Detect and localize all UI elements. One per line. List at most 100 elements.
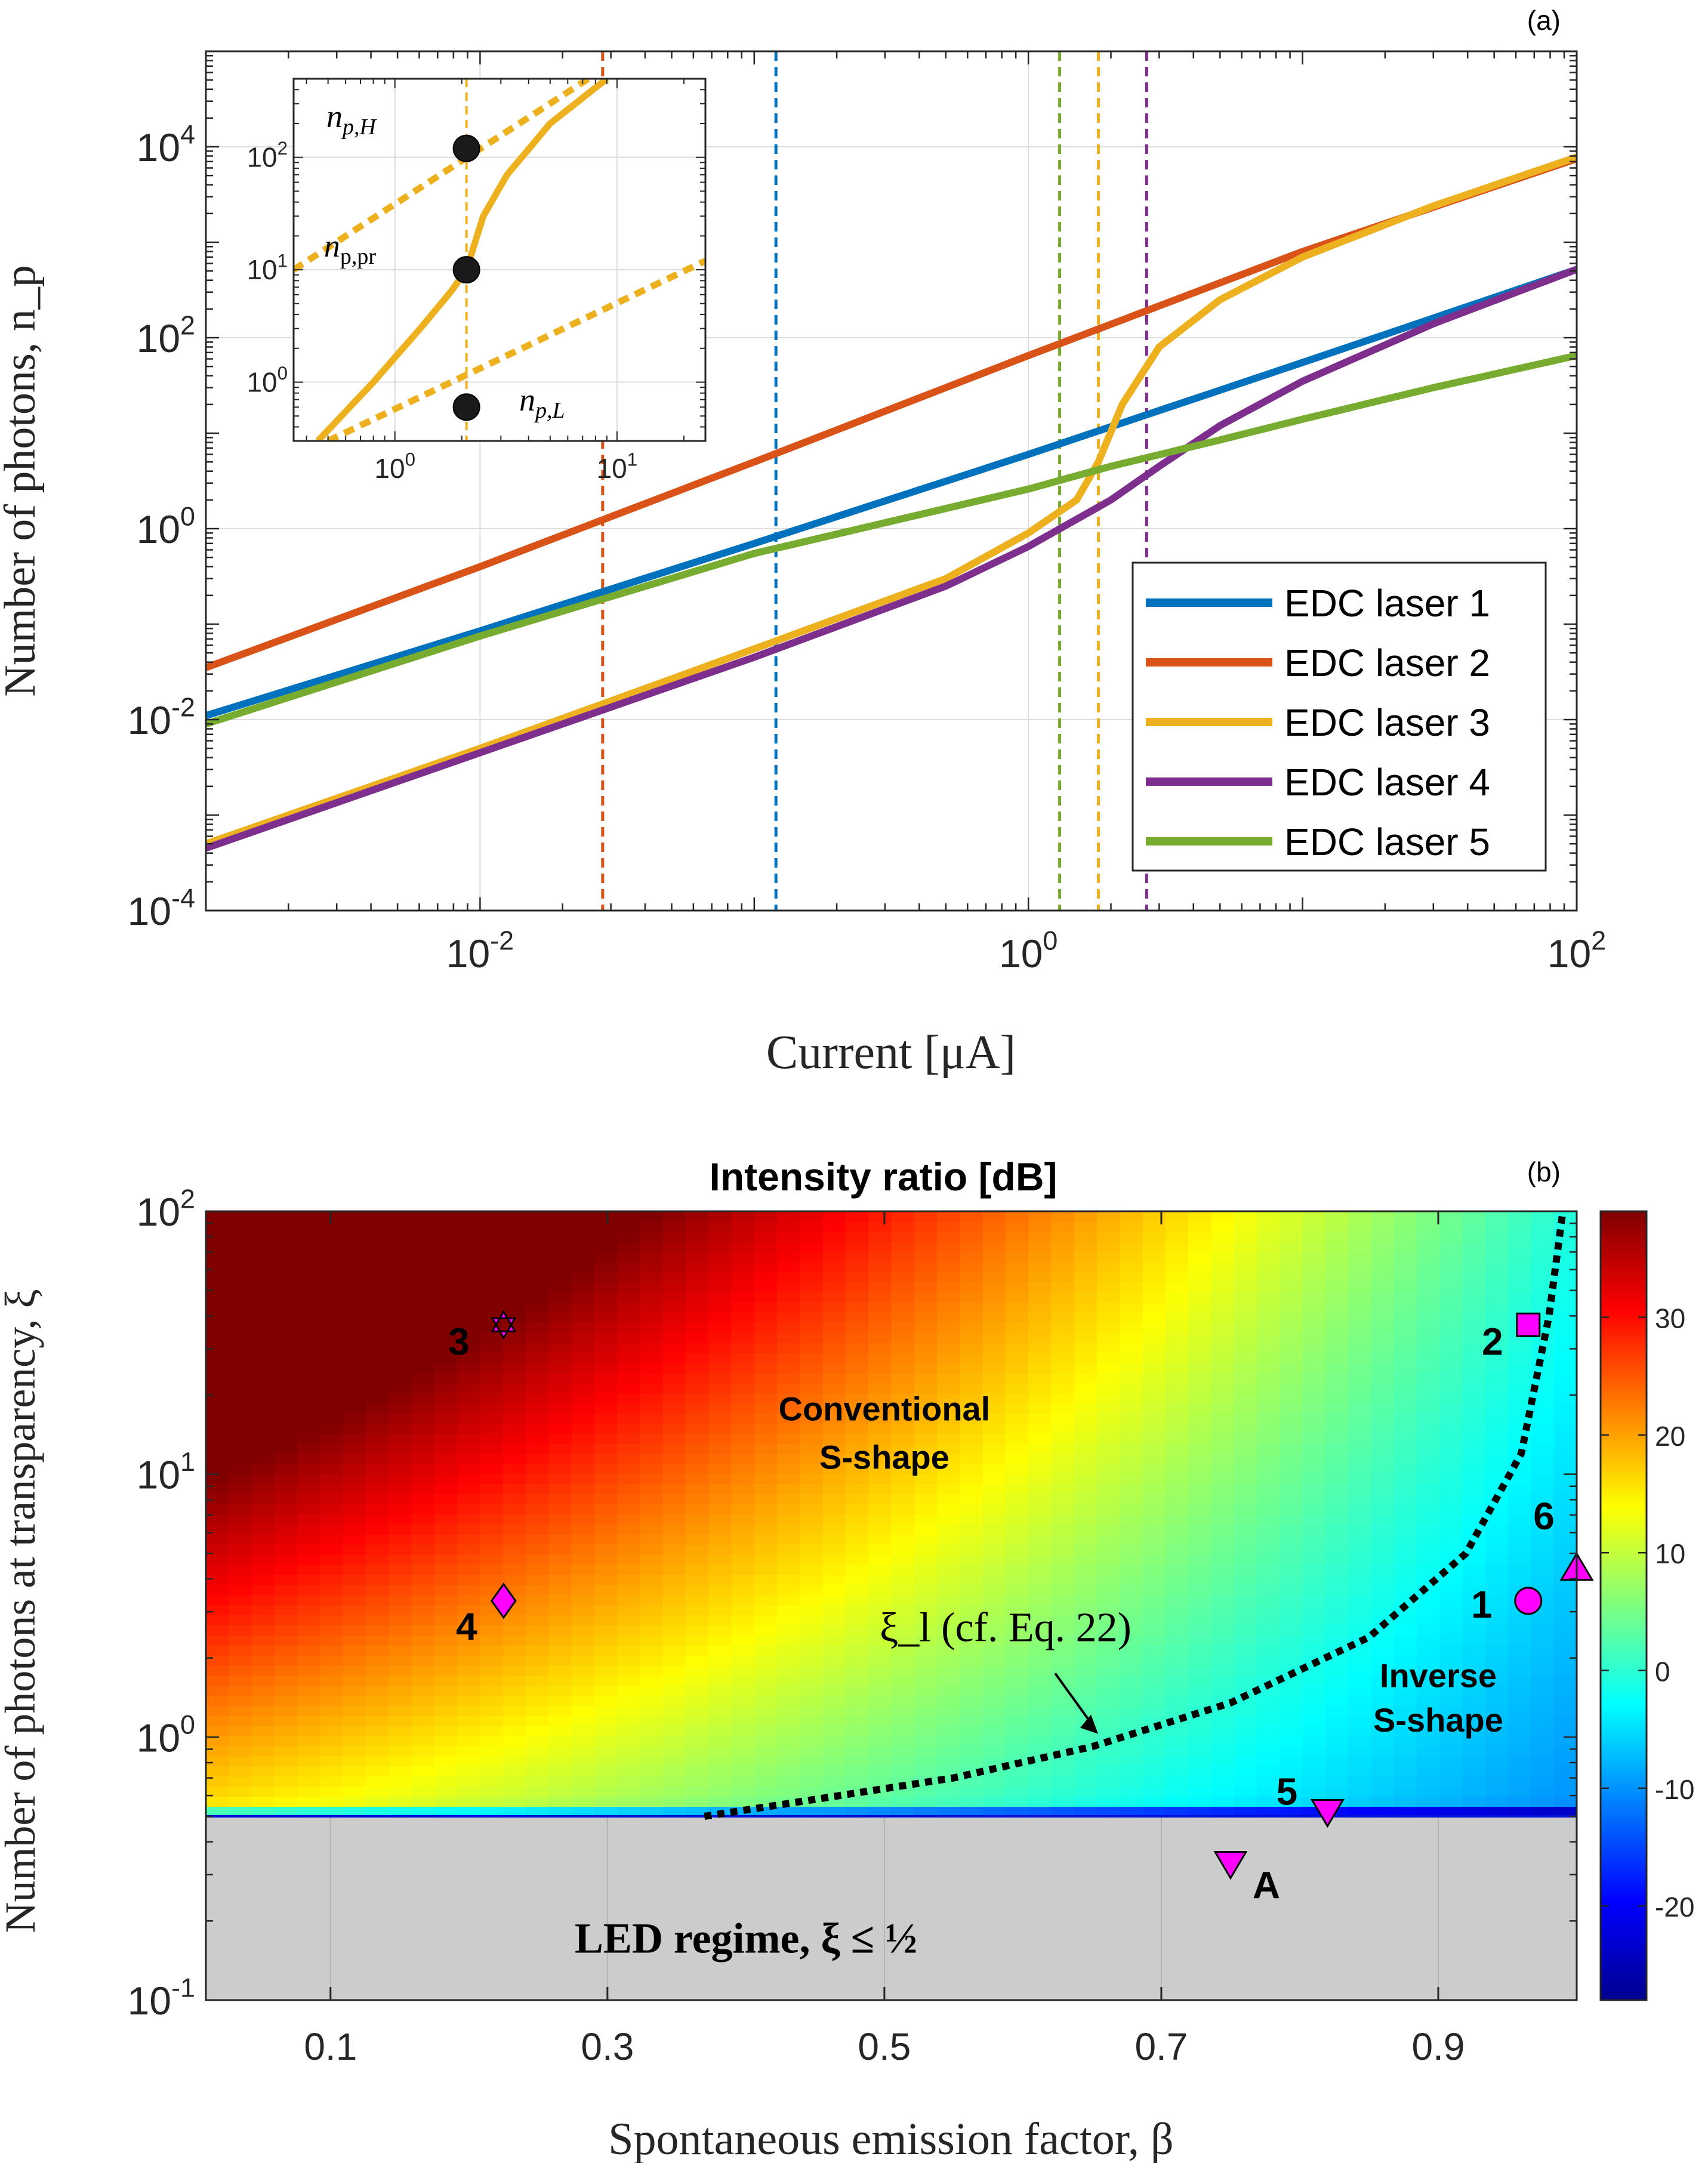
heat-cell — [1553, 1786, 1577, 1797]
heat-cell — [777, 1241, 801, 1252]
heat-cell — [731, 1383, 755, 1394]
heat-cell — [1257, 1766, 1281, 1777]
heat-cell — [1325, 1413, 1349, 1424]
heat-cell — [251, 1665, 275, 1676]
heat-cell — [1348, 1372, 1372, 1384]
heat-cell — [1439, 1292, 1463, 1303]
heat-cell — [1142, 1584, 1166, 1596]
heat-cell — [1165, 1443, 1189, 1454]
heat-cell — [480, 1705, 504, 1716]
heat-cell — [1234, 1332, 1258, 1343]
heat-cell — [206, 1634, 230, 1646]
heat-cell — [229, 1675, 252, 1686]
heat-cell — [1371, 1372, 1395, 1384]
heat-cell — [1211, 1695, 1235, 1707]
heat-cell — [845, 1403, 870, 1414]
heat-cell — [1485, 1725, 1509, 1736]
heat-cell — [685, 1423, 710, 1434]
heat-cell — [1234, 1725, 1258, 1736]
heat-cell — [343, 1755, 366, 1767]
heat-cell — [434, 1433, 458, 1444]
heat-cell — [662, 1463, 686, 1474]
heat-cell — [434, 1514, 458, 1525]
heat-cell — [845, 1494, 870, 1505]
heat-cell — [1120, 1292, 1143, 1303]
heat-cell — [1439, 1574, 1463, 1585]
heat-cell — [1553, 1463, 1577, 1474]
heat-cell — [502, 1533, 526, 1545]
heat-cell — [366, 1322, 390, 1333]
heat-cell — [617, 1655, 641, 1666]
heat-cell — [1120, 1231, 1143, 1242]
heat-cell — [800, 1251, 824, 1263]
heat-cell — [1211, 1433, 1235, 1444]
heat-cell — [206, 1403, 230, 1414]
heat-cell — [1005, 1221, 1029, 1232]
heat-cell — [1417, 1533, 1441, 1545]
heat-cell — [526, 1483, 550, 1495]
heat-cell — [251, 1393, 275, 1404]
heat-cell — [708, 1514, 732, 1525]
heat-cell — [1302, 1322, 1326, 1333]
heat-cell — [1234, 1695, 1258, 1707]
heat-cell — [685, 1504, 710, 1514]
heat-cell — [845, 1342, 870, 1353]
heat-cell — [617, 1322, 641, 1333]
heat-cell — [1188, 1695, 1212, 1707]
heat-cell — [1302, 1463, 1326, 1474]
heat-cell — [251, 1322, 275, 1333]
heat-cell — [457, 1342, 481, 1353]
heat-cell — [1005, 1574, 1029, 1585]
heat-cell — [1393, 1695, 1417, 1707]
heat-cell — [297, 1483, 321, 1495]
heat-cell — [868, 1372, 892, 1384]
heat-cell — [822, 1312, 846, 1323]
heat-cell — [1005, 1211, 1029, 1222]
heat-cell — [1257, 1251, 1281, 1263]
heat-cell — [1393, 1251, 1417, 1263]
heat-cell — [434, 1615, 458, 1625]
heat-cell — [777, 1282, 801, 1293]
heat-cell — [594, 1725, 618, 1736]
heat-cell — [868, 1473, 892, 1485]
heat-cell — [822, 1685, 846, 1696]
heat-cell — [1531, 1504, 1555, 1514]
heat-cell — [229, 1786, 252, 1797]
heat-cell — [1097, 1544, 1121, 1555]
heat-cell — [1005, 1362, 1029, 1374]
heat-cell — [1417, 1413, 1441, 1424]
heat-cell — [571, 1383, 595, 1394]
heat-cell — [206, 1594, 230, 1606]
heat-cell — [297, 1322, 321, 1333]
heat-cell — [1439, 1221, 1463, 1232]
heat-cell — [1234, 1322, 1258, 1333]
heat-cell — [297, 1715, 321, 1726]
heat-cell — [1508, 1675, 1532, 1686]
inset-point-label: np,L — [519, 382, 565, 423]
heat-cell — [1371, 1494, 1395, 1505]
heat-cell — [868, 1483, 892, 1495]
heat-cell — [708, 1433, 732, 1444]
heat-cell — [800, 1473, 824, 1485]
heat-cell — [822, 1221, 846, 1232]
heat-cell — [1120, 1533, 1143, 1545]
heat-cell — [548, 1776, 572, 1787]
heat-cell — [731, 1624, 755, 1636]
heat-cell — [1439, 1796, 1463, 1807]
heat-cell — [1257, 1796, 1281, 1807]
heat-cell — [1005, 1372, 1029, 1384]
heat-cell — [457, 1554, 481, 1565]
heat-cell — [320, 1443, 344, 1454]
heat-cell — [1280, 1634, 1303, 1646]
heat-cell — [937, 1282, 961, 1293]
heat-cell — [891, 1443, 915, 1454]
heat-cell — [1439, 1332, 1463, 1343]
heat-cell — [366, 1514, 390, 1525]
heat-cell — [777, 1665, 801, 1676]
heat-cell — [845, 1554, 870, 1565]
heat-cell — [1417, 1655, 1441, 1666]
heat-cell — [1348, 1533, 1372, 1545]
heat-cell — [868, 1584, 892, 1596]
heat-cell — [526, 1433, 550, 1444]
heat-cell — [1417, 1332, 1441, 1343]
